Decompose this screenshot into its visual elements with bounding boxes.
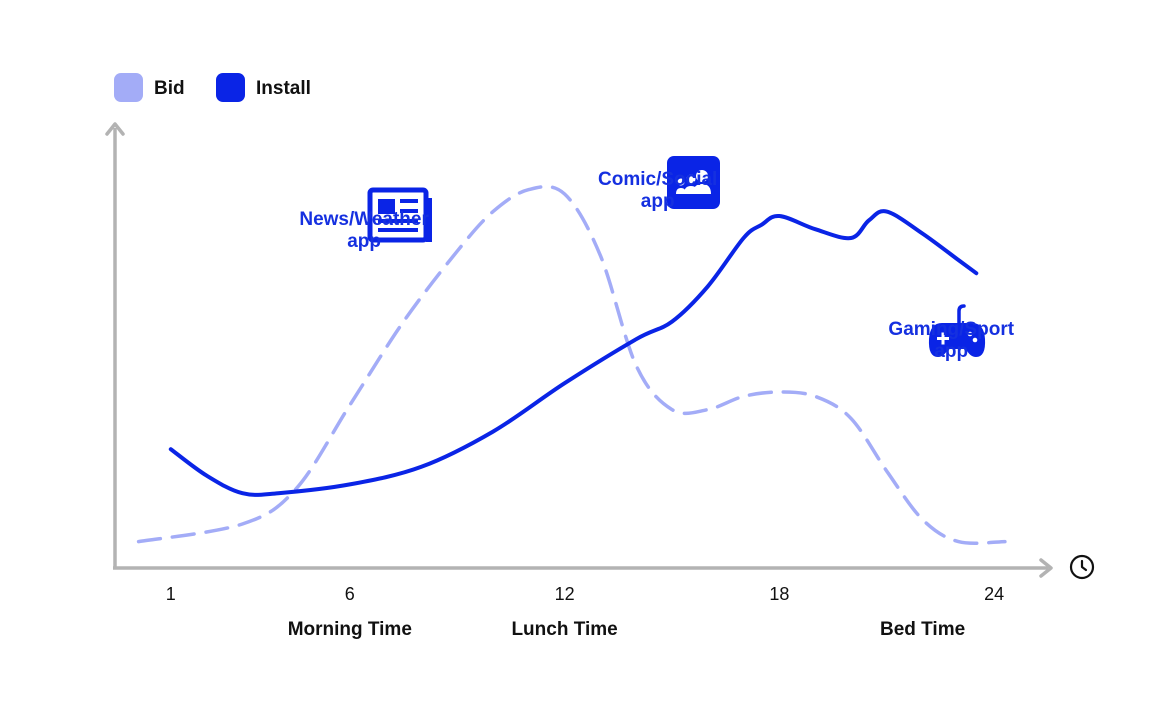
- annotation-label: Comic/Social: [598, 169, 717, 190]
- legend-item-bid: Bid: [114, 73, 185, 102]
- axes: [105, 122, 1095, 580]
- series-lines: [136, 184, 1007, 545]
- legend: Bid Install: [114, 73, 311, 102]
- period-label: Bed Time: [880, 619, 965, 640]
- x-axis-arrow: [1039, 558, 1053, 578]
- x-tick-label: 12: [555, 584, 575, 604]
- legend-swatch-install: [216, 73, 245, 102]
- legend-swatch-bid: [114, 73, 143, 102]
- social-group-icon: [667, 156, 720, 209]
- period-labels: Morning Time Lunch Time Bed Time: [288, 619, 966, 640]
- annotation-label: app: [641, 191, 675, 212]
- newspaper-icon: [367, 187, 432, 243]
- gamepad-icon: [928, 304, 986, 357]
- series-line-bid: [136, 184, 1007, 545]
- x-tick-label: 24: [984, 584, 1004, 604]
- period-label: Lunch Time: [511, 619, 617, 640]
- annotation-label: app: [934, 341, 968, 362]
- x-tick-labels: 1 6 12 18 24: [166, 584, 1004, 604]
- annotation-label: app: [347, 231, 381, 252]
- annotation-texts: News/WeatherappComic/SocialappGaming/Spo…: [299, 169, 1014, 362]
- x-tick-label: 18: [769, 584, 789, 604]
- x-tick-label: 6: [345, 584, 355, 604]
- x-tick-label: 1: [166, 584, 176, 604]
- series-line-install: [168, 209, 979, 497]
- y-axis-arrow: [105, 122, 125, 136]
- app-annotations: News/WeatherappComic/SocialappGaming/Spo…: [299, 156, 1015, 362]
- legend-label-bid: Bid: [154, 78, 185, 99]
- annotation-label: Gaming/Sport: [888, 319, 1014, 340]
- period-label: Morning Time: [288, 619, 412, 640]
- legend-item-install: Install: [216, 73, 311, 102]
- clock-icon: [1069, 554, 1095, 580]
- legend-label-install: Install: [256, 78, 311, 99]
- annotation-label: News/Weather: [299, 209, 429, 230]
